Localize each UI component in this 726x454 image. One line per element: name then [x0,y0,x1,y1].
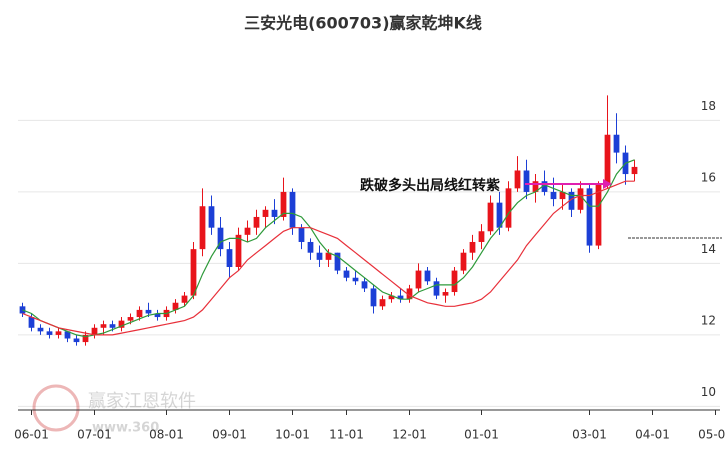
x-tick-label: 11-01 [329,428,364,442]
candle-body [433,281,440,296]
candle-body [262,209,269,217]
x-tick-label: 06-01 [14,428,49,442]
candle-body [370,288,377,307]
y-tick-label: 18 [701,99,716,113]
candle-body [226,249,233,268]
candle-body [55,331,62,335]
candle-body [334,252,341,271]
x-tick-label: 01-01 [464,428,499,442]
x-tick-label: 10-01 [275,428,310,442]
y-tick-label: 16 [701,170,716,184]
candle-body [343,270,350,278]
candle-body [190,249,197,296]
x-tick-label: 07-01 [77,428,112,442]
candle-body [235,234,242,268]
candle-body [352,277,359,282]
ma-line [22,159,635,338]
candle-body [595,184,602,246]
candle-body [208,206,215,228]
candle-body [532,181,539,192]
candle-body [91,327,98,335]
candle-body [136,309,143,318]
x-tick-label: 03-01 [572,428,607,442]
candle-body [253,216,260,228]
candle-body [82,334,89,343]
candle-body [28,317,35,328]
candle-body [631,166,638,175]
candle-body [154,313,161,318]
candle-body [280,191,287,217]
x-tick-label: 12-01 [392,428,427,442]
candle-body [316,252,323,260]
candle-body [271,209,278,217]
candle-body [73,338,80,343]
annotation-arrowhead [603,179,612,189]
candle-body [325,252,332,260]
candle-body [442,292,449,296]
candle-body [586,188,593,246]
x-tick-label: 05-01 [698,428,726,442]
candle-body [577,188,584,210]
candle-body [505,188,512,228]
candle-body [379,299,386,307]
chart-title: 三安光电(600703)赢家乾坤K线 [244,14,482,33]
candle-body [568,191,575,210]
candle-body [217,227,224,250]
candle-body [550,191,557,200]
candle-body [37,327,44,332]
candle-body [397,295,404,300]
candle-body [361,281,368,289]
candle-body [100,324,107,328]
candle-body [469,241,476,253]
x-tick-label: 04-01 [635,428,670,442]
ma-line [22,180,635,336]
candle-body [559,191,566,200]
candle-body [64,331,71,339]
candle-body [487,202,494,232]
watermark: 赢家江恩软件 www.360 [32,384,196,436]
watermark-logo [32,384,80,432]
x-tick-label: 08-01 [149,428,184,442]
y-tick-label: 12 [701,313,716,327]
candle-body [298,227,305,242]
candle-body [523,170,530,192]
candle-body [46,331,53,335]
candle-body [541,181,548,192]
candle-body [406,288,413,300]
candle-body [181,295,188,303]
y-tick-label: 14 [701,242,716,256]
candle-body [244,227,251,235]
candle-body [514,170,521,189]
watermark-text: 赢家江恩软件 [88,390,196,412]
candle-body [172,302,179,310]
candle-body [478,231,485,242]
candle-body [118,320,125,328]
candle-body [289,191,296,228]
candle-body [496,202,503,228]
candle-body [145,309,152,314]
candle-body [199,206,206,250]
candle-body [415,270,422,289]
candle-body [307,241,314,253]
candle-body [388,295,395,300]
candle-body [424,270,431,282]
annotation: 跌破多头出局线红转紫 [360,177,500,194]
candle-body [451,270,458,293]
watermark-url: www.360 [92,421,159,436]
candle-body [127,317,134,321]
candle-body [460,252,467,271]
candle-body [109,324,116,328]
candle-body [604,134,611,185]
y-tick-label: 10 [701,385,716,399]
candle-body [613,134,620,153]
x-tick-label: 09-01 [212,428,247,442]
